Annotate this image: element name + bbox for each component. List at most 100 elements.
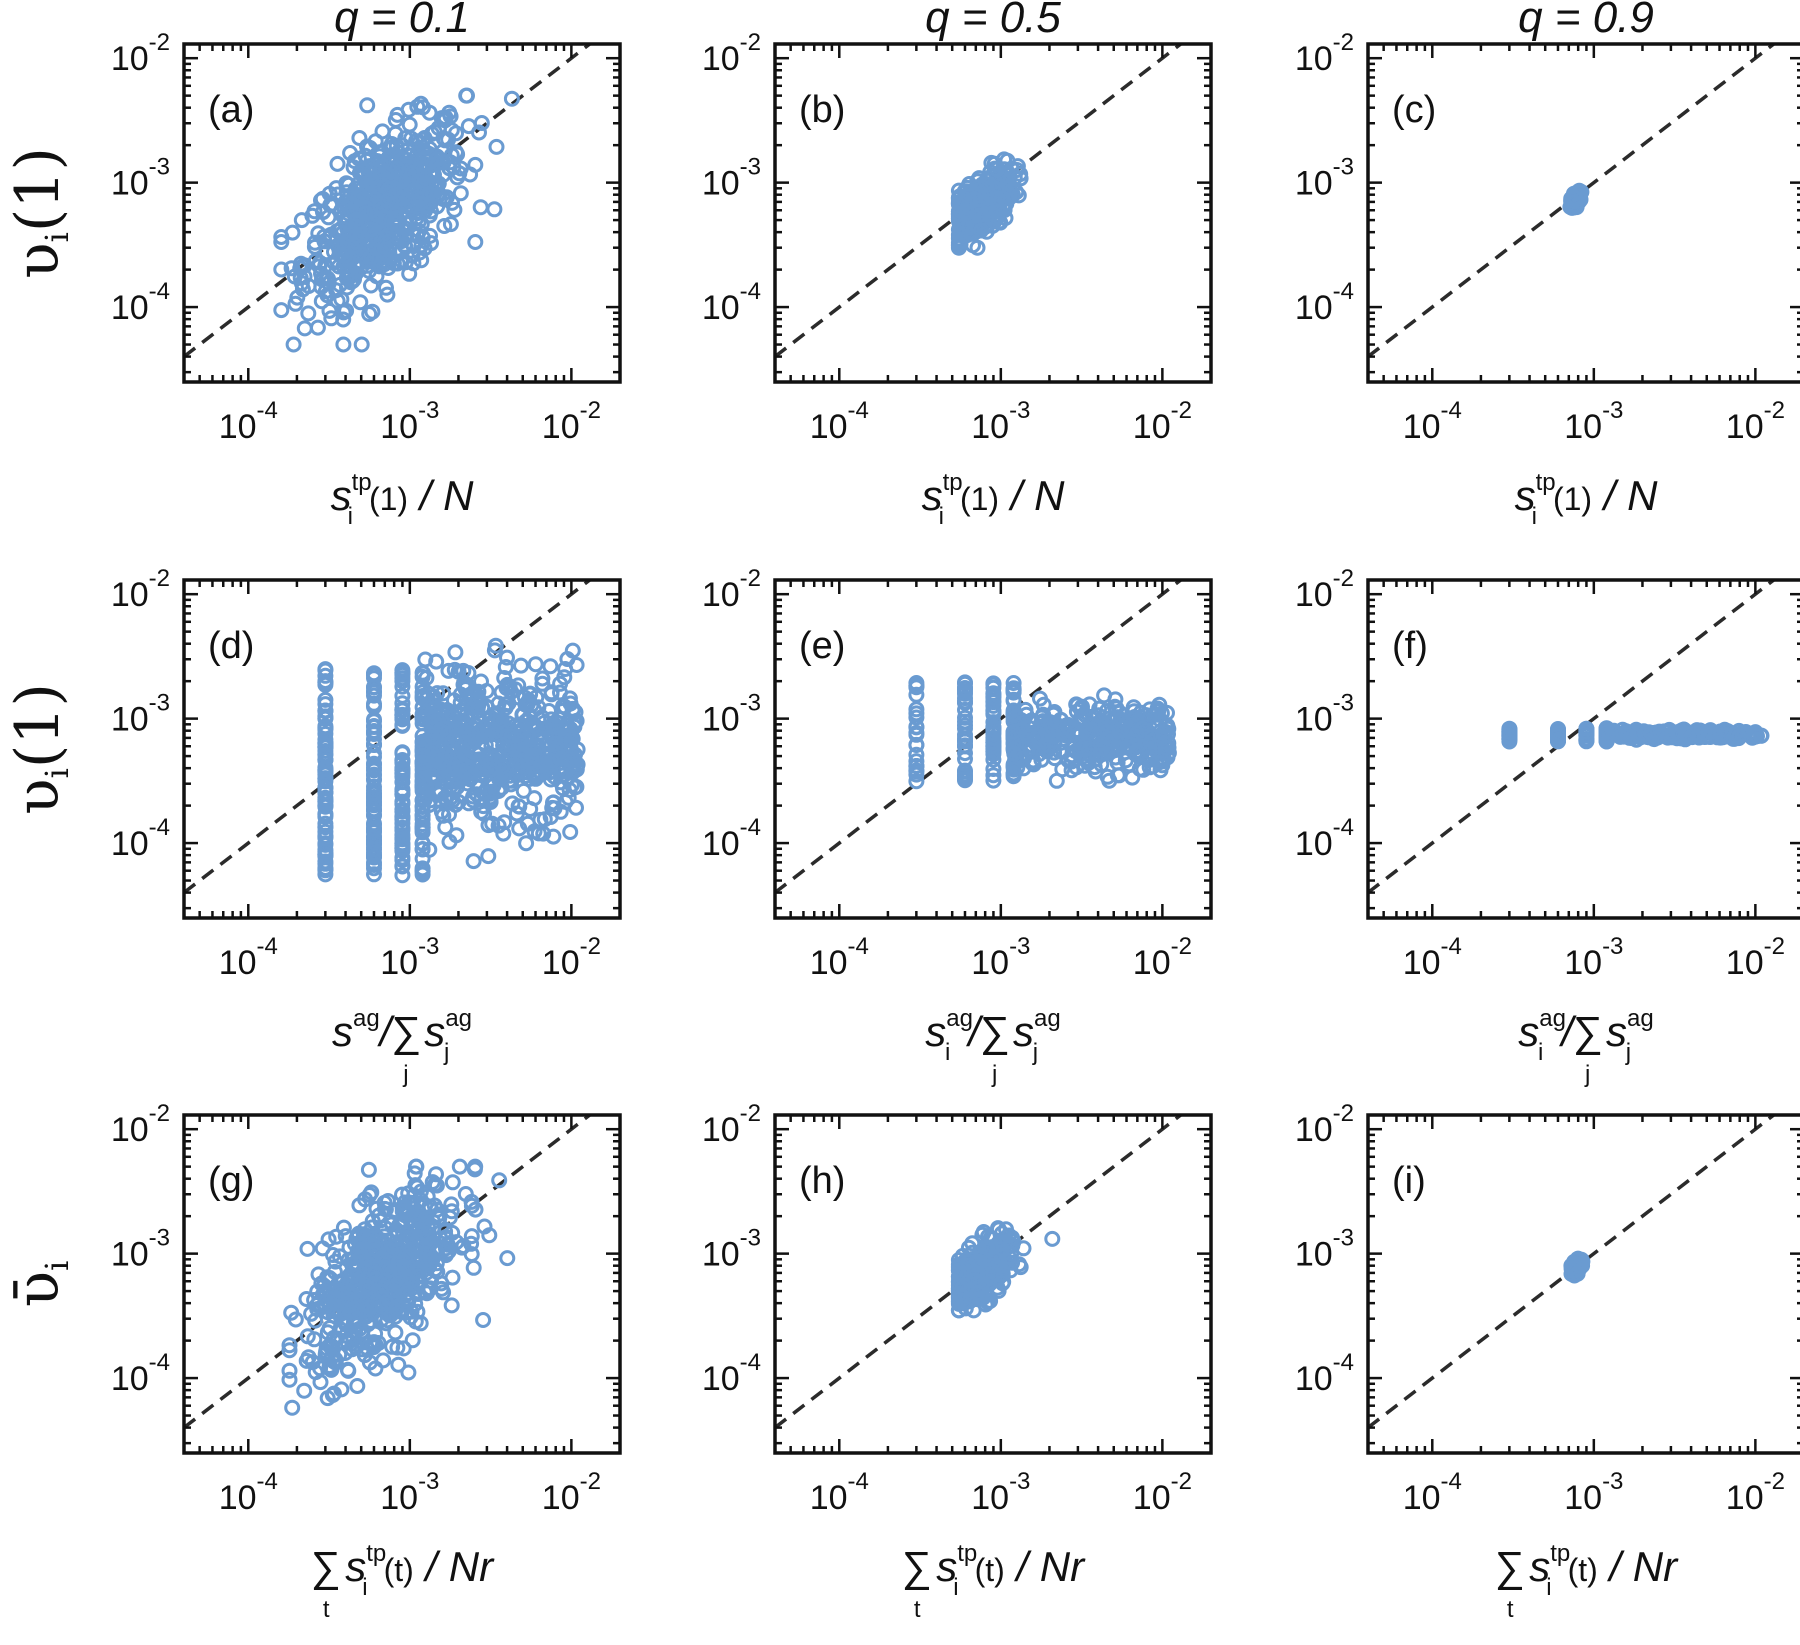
data-point <box>1109 767 1126 784</box>
data-point <box>359 1255 376 1272</box>
data-point <box>414 668 431 685</box>
panel-i: 10-4 10-4 10-3 10-3 10-2 10-2 (i) ∑ t stp i (t) / … <box>1295 1100 1800 1623</box>
data-point <box>394 762 411 779</box>
data-point <box>407 1296 424 1312</box>
data-point <box>499 1250 516 1267</box>
data-point <box>446 760 463 777</box>
data-point <box>437 1229 454 1245</box>
data-point <box>316 228 333 245</box>
data-point <box>499 649 515 666</box>
data-point <box>381 1262 398 1278</box>
data-point <box>568 759 585 776</box>
data-point <box>985 721 1002 738</box>
data-point <box>518 835 535 852</box>
data-point <box>1135 761 1152 778</box>
data-point <box>467 156 484 173</box>
data-point <box>499 676 516 693</box>
data-point <box>309 319 326 336</box>
data-point <box>349 1378 366 1394</box>
x-axis-label: sag i/∑ j sag j <box>925 1005 1060 1088</box>
data-point <box>379 192 396 209</box>
data-point <box>427 1261 444 1278</box>
data-point <box>465 1259 482 1276</box>
data-point <box>366 794 382 811</box>
data-point <box>471 124 487 141</box>
data-point <box>323 310 340 327</box>
data-point <box>447 644 464 661</box>
diagonal-line <box>184 580 591 894</box>
x-axis-label: stp i (1) / N <box>922 469 1065 530</box>
data-point <box>950 1302 967 1319</box>
y-tick-label: 10-2 <box>1295 29 1354 78</box>
data-point <box>486 642 503 659</box>
y-tick-label: 10-4 <box>702 278 761 327</box>
data-point <box>360 1161 377 1178</box>
x-tick-label: 10-4 <box>810 1468 869 1517</box>
data-point <box>335 1219 352 1236</box>
data-point <box>486 201 503 218</box>
data-point <box>292 269 309 286</box>
data-point <box>985 676 1002 693</box>
data-point <box>1106 698 1123 715</box>
data-point <box>465 853 482 870</box>
data-point <box>490 714 507 731</box>
data-point <box>337 194 354 211</box>
scatter-points <box>950 151 1029 256</box>
data-point <box>381 1297 398 1314</box>
x-tick-label: 10-4 <box>219 397 278 446</box>
data-point <box>475 1312 492 1328</box>
data-point <box>554 759 571 776</box>
y-tick-label: 10-3 <box>1295 1225 1354 1274</box>
data-point <box>342 145 359 161</box>
data-point <box>459 753 476 769</box>
data-point <box>399 1285 416 1302</box>
x-tick-label: 10-3 <box>380 933 439 982</box>
data-point <box>366 687 382 704</box>
data-point <box>958 204 975 221</box>
data-point <box>424 1174 441 1191</box>
data-point <box>317 702 334 719</box>
data-point <box>545 794 562 811</box>
data-point <box>446 201 463 218</box>
data-point <box>375 1352 392 1369</box>
data-point <box>424 745 441 762</box>
x-tick-label: 10-3 <box>1564 933 1623 982</box>
data-point <box>394 745 411 762</box>
data-point <box>473 115 490 131</box>
data-point <box>296 1382 313 1399</box>
data-point <box>467 1201 484 1218</box>
data-point <box>387 1324 404 1341</box>
data-point <box>495 825 512 842</box>
data-point <box>339 1361 356 1378</box>
data-point <box>455 676 472 693</box>
x-axis-label: ∑ t stp i (t) / Nr <box>902 1540 1086 1623</box>
data-point <box>463 1193 480 1210</box>
data-point <box>513 657 529 674</box>
data-point <box>514 758 531 775</box>
data-point <box>441 833 458 850</box>
x-axis-label: stp i (1) / N <box>331 469 474 530</box>
data-point <box>390 1224 407 1241</box>
data-point <box>398 228 415 245</box>
data-point <box>359 1279 376 1296</box>
y-tick-label: 10-2 <box>111 1100 170 1149</box>
data-point <box>451 165 468 182</box>
data-point <box>370 1207 387 1224</box>
data-point <box>284 1399 301 1416</box>
data-point <box>348 1339 365 1356</box>
data-point <box>1007 705 1023 722</box>
data-point <box>473 803 490 820</box>
data-point <box>545 828 562 845</box>
data-point <box>394 831 411 848</box>
data-point <box>367 1360 384 1377</box>
data-point <box>300 278 317 294</box>
data-point <box>1033 751 1050 768</box>
data-point <box>1141 743 1158 760</box>
data-point <box>953 1287 970 1304</box>
data-point <box>389 160 405 177</box>
y-tick-label: 10-4 <box>1295 1349 1354 1398</box>
data-point <box>1039 726 1056 743</box>
data-point <box>359 138 375 155</box>
panel-f: 10-4 10-4 10-3 10-3 10-2 10-2 (f) sag i/∑ j sag j <box>1295 565 1800 1088</box>
data-point <box>299 1240 316 1257</box>
